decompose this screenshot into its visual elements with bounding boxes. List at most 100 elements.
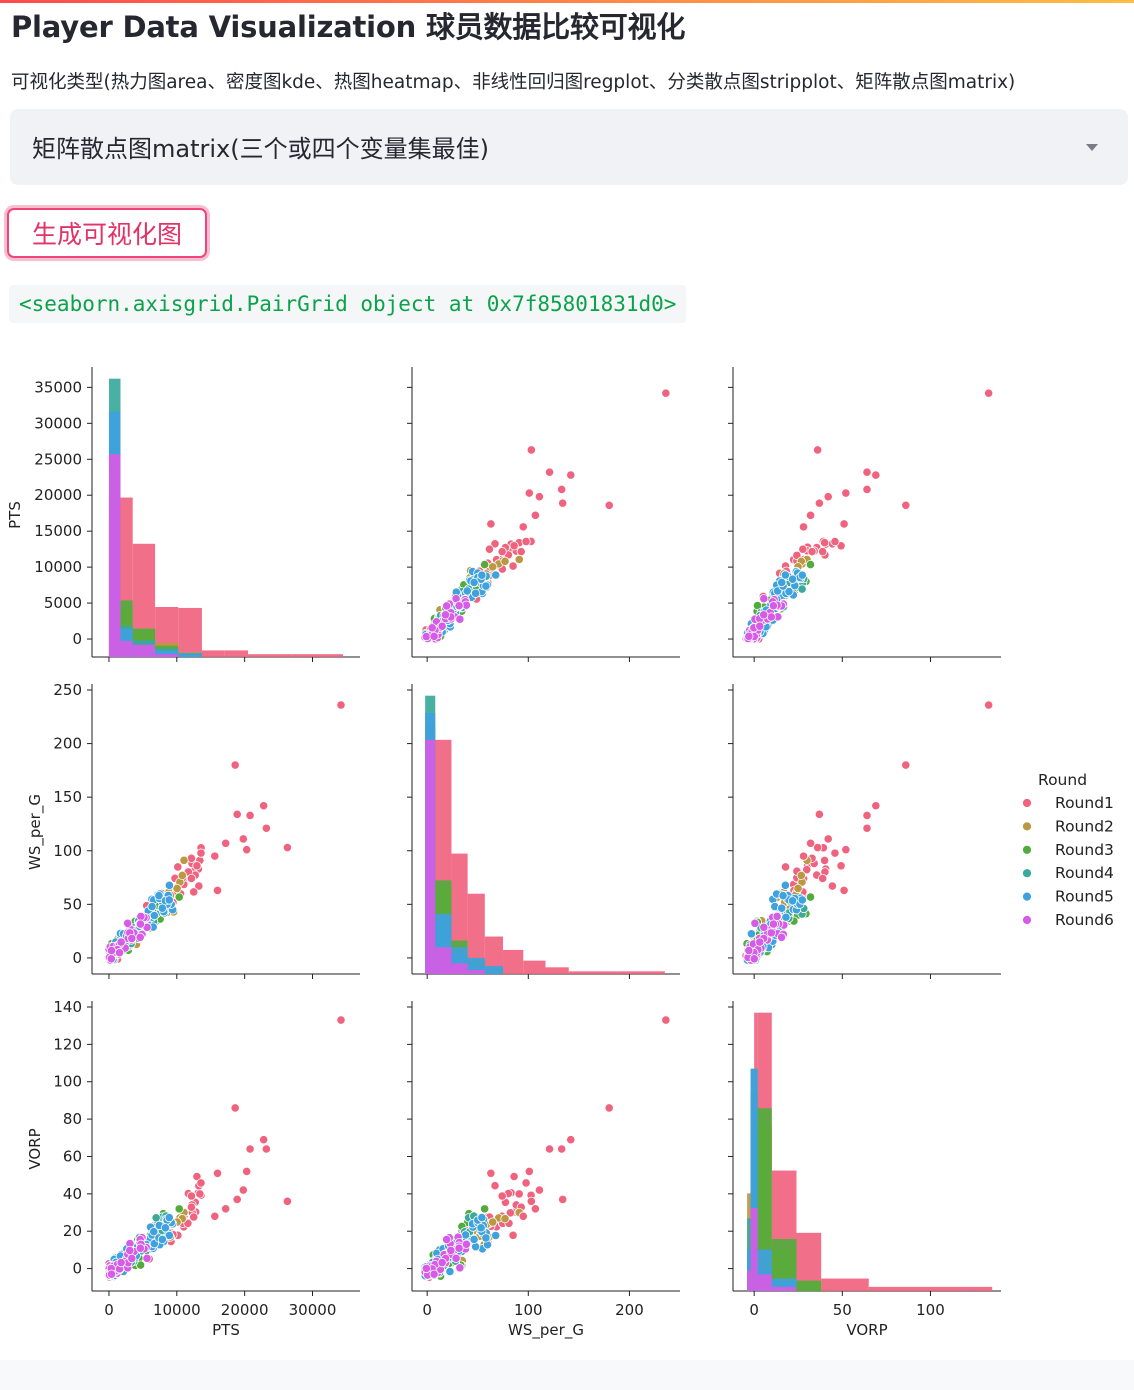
hist-bar-Round6 — [108, 454, 121, 657]
scatter-point-Round5 — [157, 903, 167, 913]
y-tick-label: 40 — [63, 1185, 82, 1203]
scatter-point-Round1 — [534, 492, 545, 502]
scatter-point-Round3 — [480, 559, 490, 570]
scatter-point-Round1 — [189, 1212, 199, 1222]
panel-PTS-vs-WS_per_G — [407, 367, 680, 662]
hist-bar-Round6 — [132, 644, 156, 657]
y-tick-label: 20 — [63, 1222, 82, 1240]
scatter-point-Round1 — [901, 500, 911, 510]
scatter-point-Round5 — [788, 574, 798, 584]
x-tick-label: 30000 — [289, 1301, 337, 1319]
hist-bar-Round1 — [545, 967, 569, 974]
y-tick-label: 5000 — [44, 594, 82, 612]
hist-bar-Round1 — [523, 960, 546, 974]
scatter-point-Round5 — [164, 1212, 174, 1223]
footer-strip — [0, 1360, 1134, 1390]
scatter-point-Round6 — [750, 918, 760, 928]
scatter-point-Round1 — [839, 885, 849, 896]
scatter-point-Round6 — [768, 601, 779, 611]
scatter-point-Round1 — [336, 700, 346, 710]
generate-chart-button[interactable]: 生成可视化图 — [7, 208, 207, 258]
scatter-point-Round1 — [798, 522, 809, 532]
scatter-point-Round1 — [259, 801, 269, 811]
panel-WS_per_G-vs-VORP — [728, 684, 1001, 979]
scatter-point-Round1 — [505, 1208, 515, 1218]
scatter-point-Round5 — [777, 903, 787, 913]
hist-bar-Round6 — [451, 963, 468, 974]
scatter-point-Round6 — [744, 945, 754, 956]
scatter-point-Round1 — [661, 388, 671, 398]
hist-bar-Round5 — [484, 965, 504, 974]
scatter-point-Round5 — [445, 1266, 455, 1277]
scatter-point-Round1 — [261, 1144, 271, 1154]
scatter-point-Round6 — [759, 594, 769, 604]
scatter-point-Round1 — [566, 470, 576, 480]
hist-bar-Round5 — [178, 653, 202, 657]
scatter-point-Round1 — [661, 1015, 671, 1025]
scatter-point-Round1 — [195, 1189, 205, 1199]
scatter-point-Round1 — [862, 810, 872, 820]
scatter-point-Round1 — [189, 887, 199, 897]
scatter-point-Round1 — [566, 1135, 576, 1145]
scatter-point-Round6 — [116, 1258, 126, 1268]
scatter-point-Round1 — [604, 1103, 614, 1113]
hist-bar-Round6 — [747, 1270, 751, 1291]
legend-marker-Round6 — [1022, 915, 1032, 925]
hist-bar-Round1 — [224, 650, 249, 657]
legend-marker-Round1 — [1022, 798, 1032, 808]
legend-label-Round5: Round5 — [1055, 888, 1114, 906]
scatter-point-Round1 — [521, 536, 531, 547]
scatter-point-Round6 — [127, 933, 137, 944]
scatter-point-Round2 — [177, 870, 187, 881]
scatter-point-Round6 — [454, 1243, 464, 1253]
hist-bar-Round6 — [754, 1207, 758, 1291]
scatter-point-Round1 — [186, 1191, 197, 1201]
scatter-point-Round5 — [781, 912, 791, 922]
scatter-point-Round1 — [516, 547, 526, 557]
chevron-down-icon[interactable] — [1086, 144, 1098, 151]
scatter-point-Round1 — [194, 881, 204, 891]
scatter-point-Round1 — [818, 873, 828, 884]
scatter-point-Round1 — [871, 801, 881, 811]
panel-WS_per_G-vs-PTS: 0 50 100 150 200 250 WS_per_G — [26, 681, 360, 979]
scatter-point-Round1 — [802, 865, 812, 875]
scatter-point-Round1 — [805, 838, 816, 848]
scatter-point-Round2 — [500, 556, 510, 566]
scatter-point-Round2 — [514, 554, 524, 565]
scatter-point-Round1 — [813, 842, 823, 853]
scatter-point-Round5 — [469, 577, 479, 588]
scatter-point-Round6 — [749, 954, 759, 964]
scatter-point-Round2 — [179, 855, 189, 865]
visualization-type-select[interactable]: 矩阵散点图matrix(三个或四个变量集最佳) — [10, 109, 1128, 185]
y-axis-label: VORP — [26, 1128, 44, 1169]
y-tick-label: 20000 — [34, 486, 82, 504]
y-tick-label: 200 — [53, 735, 82, 753]
scatter-point-Round1 — [557, 484, 567, 495]
scatter-point-Round1 — [509, 541, 519, 551]
scatter-point-Round1 — [820, 855, 830, 866]
scatter-point-Round1 — [186, 1202, 197, 1212]
scatter-point-Round5 — [469, 1234, 479, 1244]
scatter-point-Round1 — [212, 1168, 223, 1178]
scatter-point-Round6 — [768, 919, 779, 929]
scatter-point-Round3 — [174, 1204, 184, 1214]
scatter-point-Round6 — [759, 610, 769, 620]
scatter-point-Round1 — [823, 492, 833, 502]
scatter-point-Round1 — [336, 1015, 346, 1025]
hist-bar-Round1 — [974, 1286, 993, 1291]
scatter-point-Round1 — [173, 862, 183, 872]
scatter-point-Round1 — [497, 1191, 507, 1201]
scatter-point-Round1 — [521, 1178, 531, 1188]
y-axis-label: WS_per_G — [26, 794, 45, 870]
y-tick-label: 120 — [53, 1035, 82, 1053]
scatter-point-Round1 — [530, 510, 540, 520]
scatter-point-Round1 — [524, 1166, 534, 1177]
scatter-point-Round1 — [984, 700, 994, 710]
scatter-point-Round3 — [805, 892, 816, 902]
scatter-point-Round6 — [116, 937, 126, 947]
hist-bar-Round3 — [757, 1108, 772, 1291]
x-tick-label: 0 — [749, 1301, 759, 1319]
scatter-point-Round5 — [470, 588, 481, 598]
scatter-point-Round1 — [486, 519, 496, 529]
y-tick-label: 0 — [72, 1260, 82, 1278]
